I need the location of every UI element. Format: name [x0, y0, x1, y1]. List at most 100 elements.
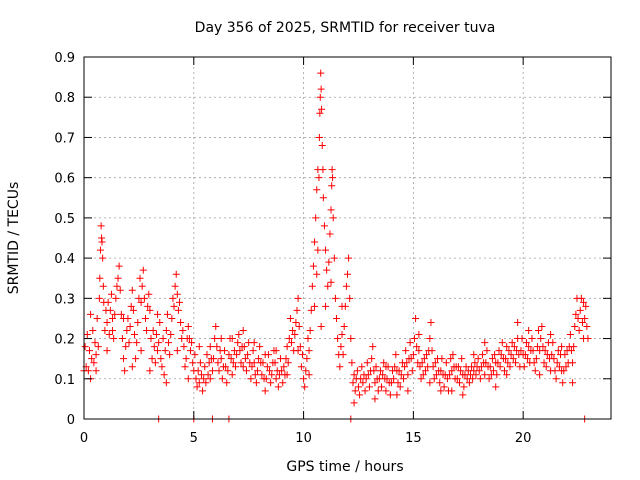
data-point: [329, 214, 337, 222]
data-point: [184, 322, 192, 330]
data-point: [393, 391, 401, 399]
data-point: [369, 343, 377, 351]
data-point: [505, 347, 513, 355]
data-point: [415, 331, 423, 339]
data-point: [170, 302, 178, 310]
y-tick-label: 0.7: [54, 131, 75, 146]
data-point: [404, 387, 412, 395]
data-point: [306, 327, 314, 335]
data-point: [292, 318, 300, 326]
data-point: [279, 379, 287, 387]
data-point: [491, 351, 499, 359]
data-point: [249, 347, 257, 355]
data-point: [309, 262, 317, 270]
data-point: [493, 371, 501, 379]
data-point: [227, 355, 235, 363]
data-point: [196, 359, 204, 367]
data-point: [103, 347, 111, 355]
data-point: [284, 359, 292, 367]
data-point: [141, 314, 149, 322]
data-point: [206, 375, 214, 383]
data-point: [339, 351, 347, 359]
data-point: [251, 371, 259, 379]
data-point: [210, 355, 218, 363]
data-point: [328, 166, 336, 174]
data-point: [426, 335, 434, 343]
data-point: [350, 399, 358, 407]
data-point: [572, 310, 580, 318]
data-point: [105, 331, 113, 339]
data-point: [330, 254, 338, 262]
data-point: [199, 387, 207, 395]
data-point: [447, 355, 455, 363]
y-tick-label: 0.1: [54, 373, 75, 388]
data-point: [469, 375, 477, 383]
data-point: [520, 363, 528, 371]
data-point: [503, 343, 511, 351]
data-point: [134, 318, 142, 326]
data-point: [320, 222, 328, 230]
data-point: [159, 335, 167, 343]
data-point: [354, 383, 362, 391]
data-point: [185, 335, 193, 343]
data-point: [114, 274, 122, 282]
data-point: [94, 343, 102, 351]
data-point: [378, 383, 386, 391]
data-point: [547, 331, 555, 339]
data-point: [140, 294, 148, 302]
data-point: [540, 359, 548, 367]
data-point: [149, 327, 157, 335]
data-point: [333, 314, 341, 322]
data-point: [525, 343, 533, 351]
data-point: [349, 379, 357, 387]
data-point: [575, 327, 583, 335]
data-point: [111, 310, 119, 318]
data-point: [221, 347, 229, 355]
data-point: [296, 343, 304, 351]
data-point: [418, 359, 426, 367]
data-point: [98, 238, 106, 246]
data-point: [307, 306, 315, 314]
data-point: [176, 298, 184, 306]
data-point: [382, 363, 390, 371]
data-point: [365, 383, 373, 391]
data-point: [250, 339, 258, 347]
data-point: [128, 286, 136, 294]
data-point: [201, 363, 209, 371]
data-point: [99, 282, 107, 290]
data-point: [449, 351, 457, 359]
data-point: [236, 347, 244, 355]
data-point: [350, 371, 358, 379]
data-point: [191, 351, 199, 359]
data-point: [308, 282, 316, 290]
plot-frame: [83, 56, 612, 420]
data-point: [401, 363, 409, 371]
data-point: [213, 343, 221, 351]
data-point: [173, 290, 181, 298]
data-point: [267, 379, 275, 387]
data-point: [428, 347, 436, 355]
data-point: [347, 335, 355, 343]
data-point: [87, 310, 95, 318]
data-point: [402, 347, 410, 355]
data-point: [503, 371, 511, 379]
data-point: [169, 294, 177, 302]
data-point: [222, 363, 230, 371]
y-tick-label: 0.4: [54, 252, 75, 267]
data-point: [261, 351, 269, 359]
data-point: [511, 359, 519, 367]
data-point: [144, 302, 152, 310]
data-point: [485, 375, 493, 383]
data-point: [471, 359, 479, 367]
data-point: [313, 186, 321, 194]
y-tick-label: 0: [67, 413, 75, 428]
data-point: [569, 379, 577, 387]
data-point: [440, 383, 448, 391]
data-point: [261, 387, 269, 395]
data-point: [584, 335, 592, 343]
data-point: [472, 371, 480, 379]
data-point: [380, 359, 388, 367]
data-point: [302, 367, 310, 375]
data-point: [351, 387, 359, 395]
